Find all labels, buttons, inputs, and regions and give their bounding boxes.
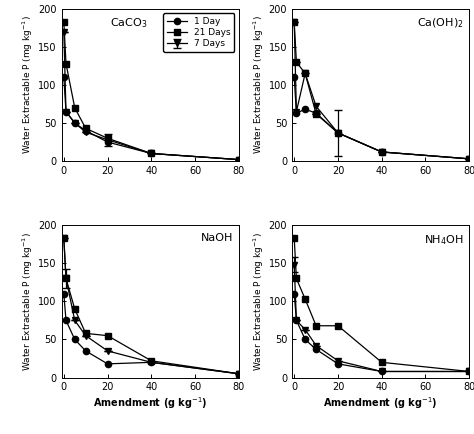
Line: 1 Day: 1 Day (61, 291, 242, 377)
21 Days (83, 126, 89, 131)
7 Days (466, 156, 472, 161)
21 Days (236, 157, 242, 162)
21 Days (63, 61, 69, 66)
1 Day (83, 349, 89, 354)
Text: NH$_4$OH: NH$_4$OH (424, 233, 464, 247)
1 Day (63, 109, 69, 114)
Line: 21 Days: 21 Days (291, 235, 473, 375)
Line: 21 Days: 21 Days (61, 19, 242, 163)
1 Day (61, 75, 67, 80)
21 Days (236, 371, 242, 376)
X-axis label: Amendment (g kg$^{-1}$): Amendment (g kg$^{-1}$) (93, 395, 208, 411)
Text: Ca(OH)$_2$: Ca(OH)$_2$ (417, 16, 464, 30)
1 Day (313, 347, 319, 352)
Line: 7 Days: 7 Days (291, 19, 473, 162)
1 Day (105, 139, 110, 145)
Y-axis label: Water Extractable P (mg kg$^{-1}$): Water Extractable P (mg kg$^{-1}$) (252, 16, 266, 155)
1 Day (236, 157, 242, 162)
1 Day (148, 151, 154, 156)
21 Days (313, 323, 319, 329)
Line: 1 Day: 1 Day (291, 74, 473, 162)
1 Day (302, 337, 308, 342)
1 Day (292, 75, 297, 80)
Line: 1 Day: 1 Day (291, 291, 473, 375)
1 Day (313, 111, 319, 116)
21 Days (293, 276, 299, 281)
1 Day (466, 156, 472, 161)
1 Day (63, 318, 69, 323)
21 Days (61, 19, 67, 24)
1 Day (236, 371, 242, 376)
21 Days (148, 151, 154, 156)
21 Days (292, 236, 297, 241)
1 Day (293, 111, 299, 116)
21 Days (72, 306, 78, 312)
7 Days (293, 109, 299, 114)
Text: CaCO$_3$: CaCO$_3$ (110, 16, 148, 30)
21 Days (61, 236, 67, 241)
1 Day (148, 360, 154, 365)
7 Days (313, 104, 319, 109)
21 Days (302, 296, 308, 302)
1 Day (72, 337, 78, 342)
1 Day (293, 318, 299, 323)
21 Days (148, 358, 154, 363)
1 Day (105, 361, 110, 366)
21 Days (72, 105, 78, 110)
1 Day (292, 291, 297, 296)
Y-axis label: Water Extractable P (mg kg$^{-1}$): Water Extractable P (mg kg$^{-1}$) (252, 232, 266, 371)
1 Day (379, 149, 384, 155)
Line: 1 Day: 1 Day (61, 74, 242, 163)
7 Days (335, 130, 341, 135)
21 Days (83, 331, 89, 336)
7 Days (302, 71, 308, 76)
21 Days (335, 323, 341, 329)
21 Days (105, 136, 110, 141)
Y-axis label: Water Extractable P (mg kg$^{-1}$): Water Extractable P (mg kg$^{-1}$) (21, 232, 36, 371)
Legend: 1 Day, 21 Days, 7 Days: 1 Day, 21 Days, 7 Days (164, 13, 234, 52)
1 Day (83, 128, 89, 133)
Y-axis label: Water Extractable P (mg kg$^{-1}$): Water Extractable P (mg kg$^{-1}$) (21, 16, 36, 155)
1 Day (335, 130, 341, 135)
1 Day (379, 369, 384, 374)
1 Day (72, 120, 78, 125)
1 Day (466, 369, 472, 374)
1 Day (61, 291, 67, 296)
1 Day (335, 361, 341, 366)
7 Days (379, 149, 384, 155)
21 Days (466, 369, 472, 374)
21 Days (379, 360, 384, 365)
21 Days (63, 276, 69, 281)
1 Day (302, 107, 308, 112)
Text: NaOH: NaOH (201, 233, 234, 243)
7 Days (292, 20, 297, 25)
Line: 21 Days: 21 Days (61, 235, 242, 377)
21 Days (105, 333, 110, 338)
X-axis label: Amendment (g kg$^{-1}$): Amendment (g kg$^{-1}$) (323, 395, 438, 411)
